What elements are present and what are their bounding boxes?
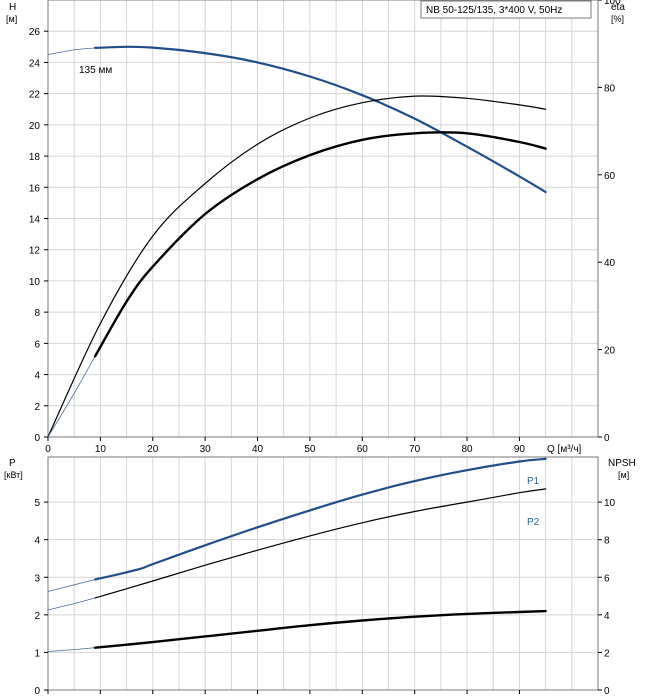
left-tick-label: 10	[29, 277, 41, 288]
left-tick-label: 4	[34, 536, 40, 547]
right-tick-label: 40	[604, 258, 616, 269]
x-tick-label: 10	[95, 444, 107, 455]
right-tick-label: 60	[604, 171, 616, 182]
grid-lines	[48, 0, 598, 690]
left-tick-label: 24	[29, 58, 41, 69]
left-tick-label: 3	[34, 573, 40, 584]
x-axis-unit-label: Q [м³/ч]	[547, 444, 582, 455]
right-tick-label: 2	[604, 648, 610, 659]
right-tick-label: 4	[604, 611, 610, 622]
left-tick-label: 2	[34, 611, 40, 622]
left-tick-label: 14	[29, 215, 41, 226]
chart-title: NB 50-125/135, 3*400 V, 50Hz	[426, 5, 562, 16]
right-tick-label: 20	[604, 346, 616, 357]
left-tick-label: 5	[34, 498, 40, 509]
bottom-left-axis-unit: [кВт]	[4, 470, 23, 480]
left-tick-label: 1	[34, 648, 40, 659]
curve-unnamed-thin-extension	[47, 355, 96, 438]
x-tick-label: 40	[252, 444, 264, 455]
curve-p2-thin	[94, 488, 547, 599]
plot-frames	[47, 0, 599, 691]
curves	[47, 45, 547, 652]
plot-frame	[47, 456, 599, 691]
left-tick-label: 26	[29, 27, 41, 38]
left-tick-label: 18	[29, 152, 41, 163]
title-box	[420, 0, 592, 19]
curve-p1-main	[94, 457, 547, 581]
bottom-right-axis-name: NPSH	[608, 458, 636, 469]
curve-unnamed-thin	[47, 95, 547, 438]
left-tick-label: 12	[29, 246, 41, 257]
left-tick-label: 0	[34, 433, 40, 444]
right-tick-label: 0	[604, 433, 610, 444]
curve-p2-thin-extension	[47, 597, 96, 611]
right-tick-label: 8	[604, 536, 610, 547]
curve-label-135mm: 135 мм	[79, 65, 112, 76]
curve-p1-thin-extension	[47, 579, 96, 592]
left-tick-label: 22	[29, 90, 41, 101]
left-tick-label: 2	[34, 402, 40, 413]
right-tick-label: 6	[604, 573, 610, 584]
curve-unnamed-thin-extension	[47, 647, 96, 652]
top-right-axis-unit: [%]	[611, 14, 624, 24]
x-tick-label: 50	[304, 444, 316, 455]
x-tick-label: 30	[200, 444, 212, 455]
left-tick-label: 8	[34, 308, 40, 319]
x-tick-label: 90	[514, 444, 526, 455]
x-tick-label: 0	[45, 444, 51, 455]
x-tick-label: 70	[409, 444, 421, 455]
right-tick-label: 80	[604, 83, 616, 94]
x-tick-label: 60	[357, 444, 369, 455]
curve-label-p2: P2	[527, 517, 540, 528]
curve-unnamed-thick	[93, 131, 547, 358]
top-left-axis-unit: [м]	[6, 14, 17, 24]
x-tick-label: 20	[147, 444, 159, 455]
right-tick-label: 10	[604, 498, 616, 509]
curve-label-p1: P1	[527, 476, 540, 487]
right-tick-label: 0	[604, 686, 610, 697]
bottom-left-axis-name: P	[9, 458, 16, 469]
left-tick-label: 16	[29, 183, 41, 194]
left-tick-label: 0	[34, 686, 40, 697]
bottom-right-axis-unit: [м]	[618, 470, 629, 480]
top-left-axis-name: H	[9, 2, 16, 13]
left-tick-label: 20	[29, 121, 41, 132]
curve-135-мм-thin-extension	[47, 47, 96, 55]
right-tick-label: 100	[604, 0, 621, 7]
top-right-axis-name: eta	[611, 2, 625, 13]
curve-135-мм-main	[94, 45, 547, 194]
left-tick-label: 4	[34, 371, 40, 382]
curve-unnamed-thick	[93, 609, 547, 649]
x-tick-label: 80	[461, 444, 473, 455]
left-tick-label: 6	[34, 339, 40, 350]
